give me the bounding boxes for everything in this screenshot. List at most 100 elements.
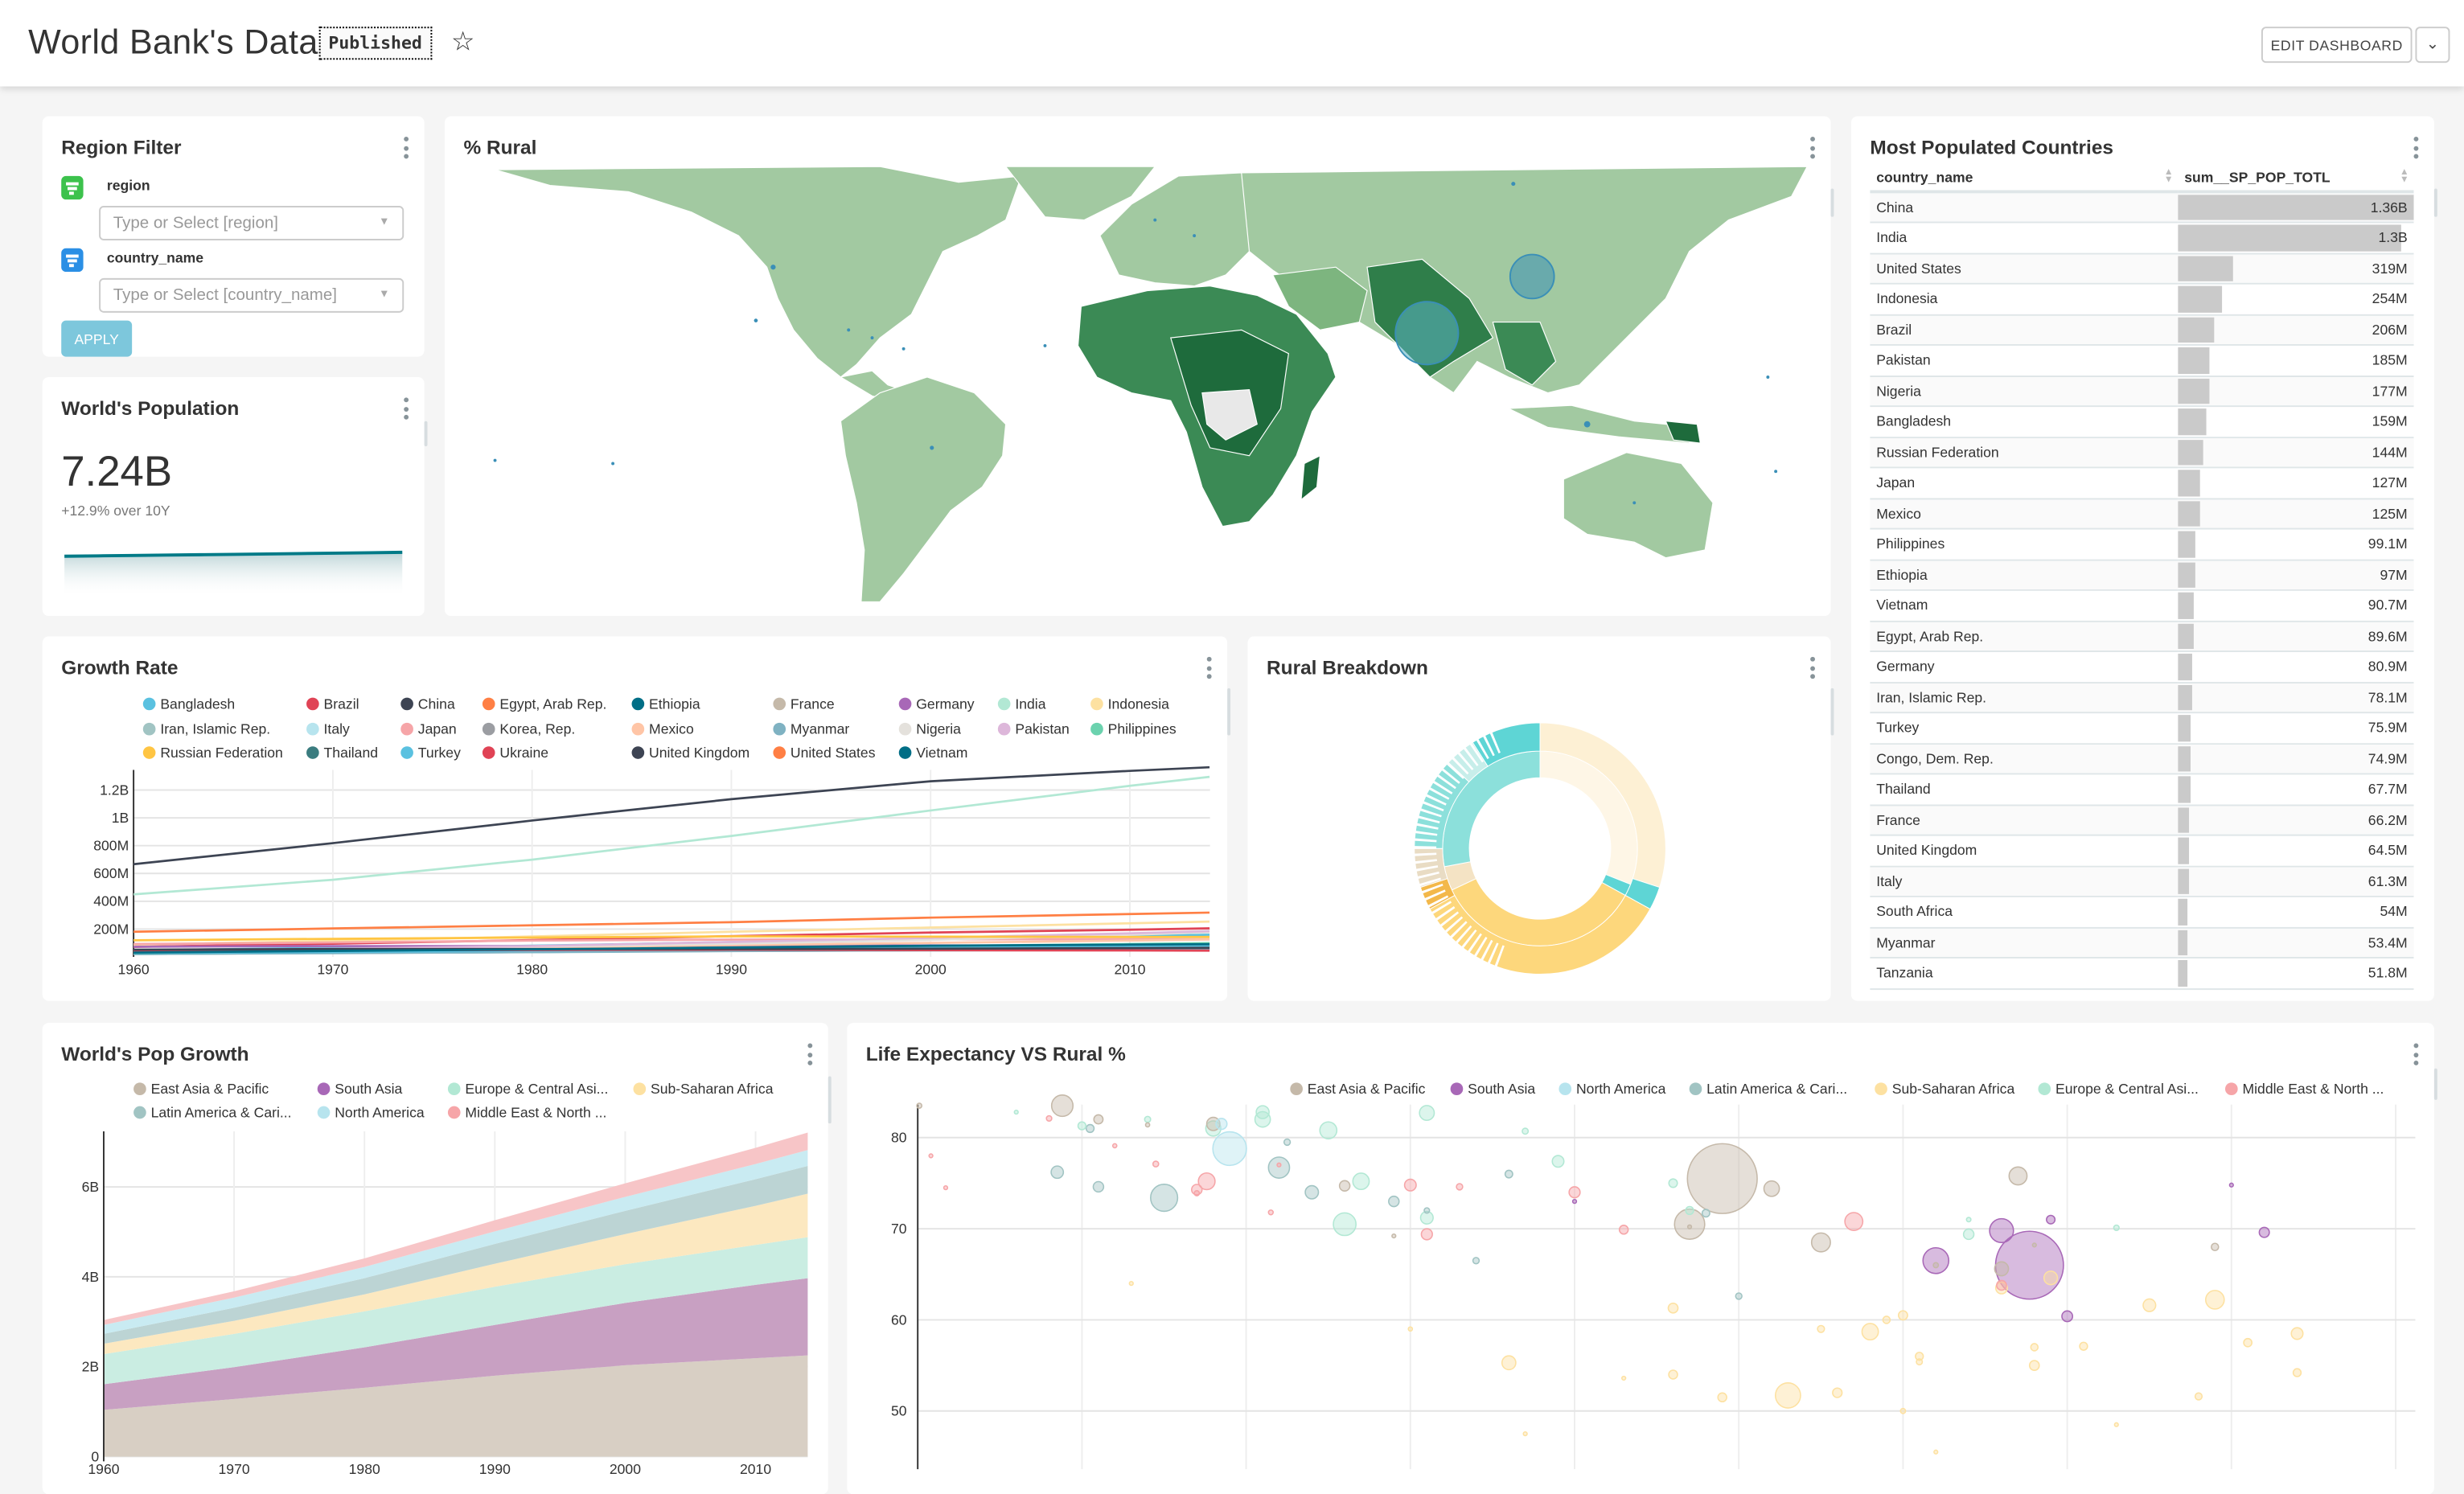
- resize-handle[interactable]: [1830, 687, 1834, 736]
- scatter-point[interactable]: [1504, 1169, 1513, 1179]
- legend-item[interactable]: Middle East & North ...: [447, 1105, 606, 1120]
- scatter-point[interactable]: [1111, 1143, 1118, 1149]
- scatter-point[interactable]: [1668, 1369, 1678, 1380]
- more-menu-icon[interactable]: [1205, 656, 1212, 679]
- scatter-point[interactable]: [1150, 1184, 1179, 1213]
- table-row[interactable]: China 1.36B: [1870, 191, 2414, 224]
- more-menu-icon[interactable]: [402, 137, 409, 159]
- table-row[interactable]: Japan 127M: [1870, 467, 2414, 499]
- scatter-point[interactable]: [2008, 1166, 2028, 1186]
- scatter-point[interactable]: [2211, 1242, 2220, 1252]
- table-row[interactable]: Ethiopia 97M: [1870, 559, 2414, 591]
- scatter-point[interactable]: [2290, 1327, 2304, 1340]
- scatter-point[interactable]: [1254, 1110, 1271, 1128]
- legend-item[interactable]: East Asia & Pacific: [133, 1081, 269, 1097]
- scatter-point[interactable]: [1013, 1109, 1019, 1115]
- table-row[interactable]: Russian Federation 144M: [1870, 437, 2414, 469]
- table-row[interactable]: Nigeria 177M: [1870, 376, 2414, 408]
- scatter-point[interactable]: [1522, 1127, 1530, 1135]
- legend-item[interactable]: China: [400, 696, 455, 712]
- scatter-point[interactable]: [1255, 1105, 1270, 1119]
- scatter-point[interactable]: [1962, 1228, 1975, 1241]
- scatter-point[interactable]: [1403, 1178, 1417, 1192]
- scatter-point[interactable]: [1456, 1183, 1464, 1191]
- scatter-point[interactable]: [2113, 1224, 2120, 1232]
- legend-item[interactable]: Mexico: [631, 720, 694, 736]
- scatter-point[interactable]: [1205, 1120, 1222, 1137]
- table-row[interactable]: United Kingdom 64.5M: [1870, 835, 2414, 867]
- scatter-point[interactable]: [2079, 1341, 2088, 1351]
- table-row[interactable]: Turkey 75.9M: [1870, 712, 2414, 745]
- scatter-point[interactable]: [1996, 1279, 2007, 1291]
- series-line-united-states[interactable]: [133, 911, 1210, 934]
- scatter-point[interactable]: [1077, 1121, 1087, 1131]
- sunburst-outer-segment[interactable]: [1472, 722, 1541, 767]
- scatter-point[interactable]: [1050, 1094, 1074, 1118]
- scatter-point[interactable]: [1685, 1205, 1694, 1216]
- legend-item[interactable]: Germany: [898, 696, 975, 712]
- scatter-point[interactable]: [1817, 1324, 1825, 1333]
- status-badge[interactable]: Published: [318, 27, 432, 60]
- scatter-point[interactable]: [1388, 1195, 1400, 1208]
- table-row[interactable]: Egypt, Arab Rep. 89.6M: [1870, 620, 2414, 652]
- scatter-point[interactable]: [1933, 1449, 1939, 1455]
- sort-icon[interactable]: ▲ ▼: [2400, 168, 2409, 186]
- country-select[interactable]: Type or Select [country_name] ▼: [99, 277, 405, 313]
- scatter-point[interactable]: [1522, 1430, 1528, 1437]
- scatter-point[interactable]: [1338, 1180, 1351, 1192]
- legend-item[interactable]: Japan: [400, 720, 457, 736]
- scatter-point[interactable]: [1701, 1209, 1710, 1218]
- table-row[interactable]: Congo, Dem. Rep. 74.9M: [1870, 743, 2414, 775]
- scatter-point[interactable]: [1050, 1165, 1065, 1180]
- scatter-point[interactable]: [1568, 1186, 1581, 1199]
- table-row[interactable]: Tanzania 51.8M: [1870, 958, 2414, 990]
- table-row[interactable]: France 66.2M: [1870, 804, 2414, 836]
- scatter-point[interactable]: [1267, 1156, 1291, 1179]
- table-row[interactable]: Thailand 67.7M: [1870, 774, 2414, 806]
- scatter-point[interactable]: [1319, 1121, 1338, 1140]
- scatter-point[interactable]: [928, 1153, 934, 1159]
- scatter-point[interactable]: [1333, 1212, 1357, 1237]
- scatter-point[interactable]: [1283, 1138, 1292, 1147]
- series-line-china[interactable]: [133, 765, 1210, 866]
- legend-item[interactable]: Europe & Central Asi...: [447, 1081, 608, 1097]
- more-menu-icon[interactable]: [2413, 137, 2419, 159]
- table-row[interactable]: United States 319M: [1870, 252, 2414, 285]
- area-east-asia-pacific[interactable]: [103, 1355, 808, 1457]
- resize-handle[interactable]: [827, 1076, 832, 1124]
- resize-handle[interactable]: [424, 421, 428, 446]
- scatter-point[interactable]: [1193, 1190, 1201, 1196]
- resize-handle[interactable]: [2433, 188, 2437, 217]
- scatter-point[interactable]: [1501, 1355, 1517, 1371]
- scatter-point[interactable]: [2204, 1290, 2225, 1310]
- scatter-point[interactable]: [2243, 1337, 2253, 1348]
- scatter-point[interactable]: [1994, 1281, 2008, 1295]
- legend-item[interactable]: East Asia & Pacific: [1290, 1081, 1425, 1097]
- scatter-point[interactable]: [1092, 1180, 1105, 1193]
- legend-item[interactable]: Pakistan: [997, 720, 1070, 736]
- scatter-point[interactable]: [1965, 1217, 1972, 1223]
- scatter-point[interactable]: [1621, 1375, 1627, 1381]
- legend-item[interactable]: Vietnam: [898, 745, 967, 761]
- more-menu-icon[interactable]: [1809, 137, 1815, 159]
- scatter-point[interactable]: [1899, 1407, 1907, 1414]
- table-row[interactable]: Bangladesh 159M: [1870, 406, 2414, 438]
- scatter-point[interactable]: [1352, 1172, 1370, 1191]
- scatter-point[interactable]: [1668, 1178, 1678, 1188]
- scatter-point[interactable]: [2030, 1343, 2039, 1352]
- scatter-point[interactable]: [1922, 1246, 1950, 1274]
- scatter-point[interactable]: [1197, 1172, 1216, 1191]
- area-latin-america-cari[interactable]: [103, 1165, 808, 1344]
- legend-item[interactable]: Myanmar: [773, 720, 849, 736]
- scatter-point[interactable]: [1551, 1155, 1565, 1168]
- legend-item[interactable]: Brazil: [306, 696, 359, 712]
- scatter-point[interactable]: [1673, 1208, 1706, 1240]
- scatter-point[interactable]: [1423, 1207, 1431, 1214]
- legend-item[interactable]: United States: [773, 745, 875, 761]
- world-map[interactable]: [445, 117, 1831, 616]
- scatter-point[interactable]: [1915, 1352, 1924, 1361]
- legend-item[interactable]: North America: [1558, 1081, 1665, 1097]
- scatter-point[interactable]: [1085, 1123, 1095, 1134]
- scatter-point[interactable]: [1419, 1210, 1434, 1225]
- scatter-point[interactable]: [1735, 1292, 1743, 1300]
